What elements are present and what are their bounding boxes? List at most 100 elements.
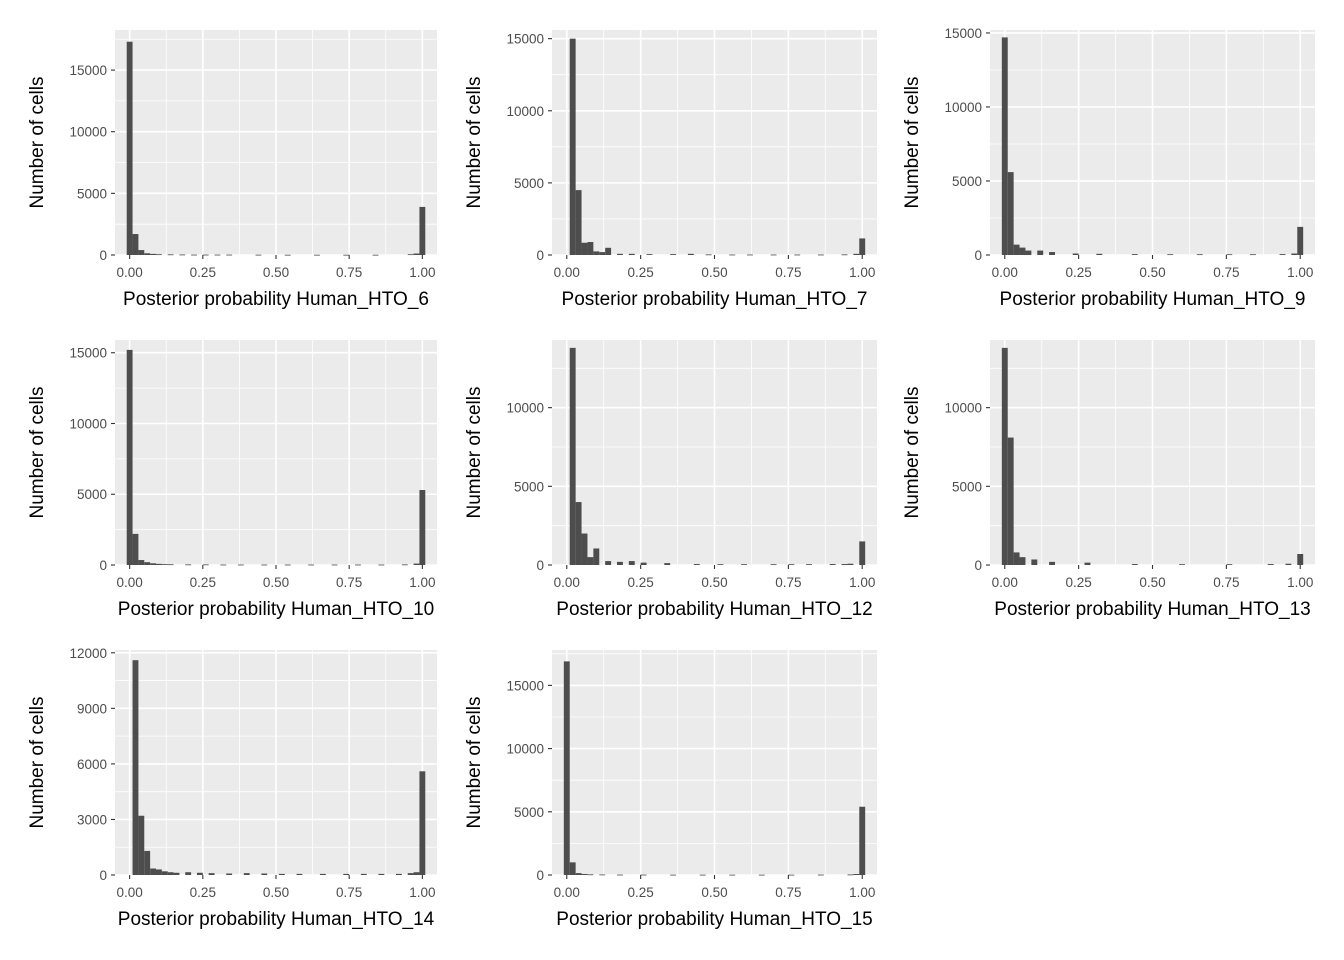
x-tick-label: 0.75 (775, 885, 801, 900)
histogram-bar (859, 238, 866, 255)
histogram-bar (770, 254, 777, 256)
histogram-bar (581, 242, 588, 255)
histogram-bar (617, 253, 623, 255)
histogram-bar (569, 347, 576, 565)
histogram-bar (360, 873, 367, 875)
x-tick-label: 0.50 (263, 885, 289, 900)
histogram-bar (687, 253, 694, 255)
histogram-bar (628, 253, 635, 255)
x-tick-label: 0.75 (336, 885, 362, 900)
histogram-bar (741, 564, 747, 566)
histogram-bar (126, 41, 133, 256)
histogram-bar (237, 564, 244, 566)
histogram-bar (419, 490, 426, 565)
histogram-bar (1096, 253, 1103, 255)
histogram-bar (664, 563, 671, 565)
histogram-bar (581, 873, 588, 875)
histogram-bar (829, 564, 836, 565)
x-tick-label: 0.00 (116, 265, 142, 280)
y-tick-label: 0 (536, 868, 544, 883)
x-tick-label: 0.00 (992, 265, 1018, 280)
histogram-bar (1131, 254, 1138, 255)
y-axis-title: Number of cells (464, 697, 485, 829)
histogram-bar (1031, 559, 1038, 565)
histogram-bar (605, 247, 612, 255)
histogram-bar (1084, 562, 1091, 565)
histogram-bar (1025, 250, 1032, 255)
histogram-bar (284, 254, 291, 256)
x-tick-label: 0.00 (554, 265, 580, 280)
histogram-bar (1019, 247, 1026, 255)
histogram-bar (331, 564, 338, 566)
histogram-bar (308, 564, 315, 566)
y-tick-label: 15000 (69, 63, 107, 78)
y-tick-label: 0 (99, 868, 107, 883)
histogram-bar (646, 254, 653, 255)
histogram-bar (729, 254, 736, 256)
histogram-bar (1013, 244, 1020, 255)
histogram-bar (1297, 226, 1304, 255)
histogram-bar (806, 564, 812, 566)
histogram-bar (155, 869, 162, 875)
x-tick-label: 0.75 (1213, 265, 1239, 280)
y-tick-label: 0 (536, 248, 544, 263)
histogram-bar (1279, 254, 1286, 255)
histogram-bar (569, 38, 576, 256)
y-tick-label: 5000 (514, 479, 544, 494)
histogram-bar (841, 564, 848, 565)
histogram-bar (1131, 564, 1138, 565)
histogram-bar (853, 873, 860, 875)
histogram-bar (132, 234, 139, 255)
histogram-bar (587, 874, 594, 876)
histogram-bar (413, 253, 420, 255)
histogram-bar (343, 873, 350, 875)
x-tick-label: 1.00 (1287, 575, 1313, 590)
histogram-bar (214, 254, 221, 256)
histogram-panel: 0.00 0.25 0.50 0.75 1.00 0 5000 10000 15000 Poste… (464, 30, 877, 310)
x-axis-title: Posterior probability Human_HTO_6 (123, 289, 429, 310)
histogram-bar (847, 563, 854, 565)
y-axis-title: Number of cells (902, 77, 923, 209)
x-tick-label: 0.50 (701, 885, 727, 900)
x-tick-label: 1.00 (849, 885, 875, 900)
histogram-bar (1250, 254, 1256, 256)
y-tick-label: 10000 (944, 100, 982, 115)
histogram-bar (605, 561, 612, 565)
y-tick-label: 15000 (506, 678, 544, 693)
histogram-bar (1267, 564, 1274, 565)
histogram-bar (319, 873, 326, 875)
histogram-bar (569, 862, 576, 875)
x-tick-label: 1.00 (409, 885, 435, 900)
y-axis-title: Number of cells (902, 387, 923, 519)
y-tick-label: 5000 (77, 186, 107, 201)
x-axis-title: Posterior probability Human_HTO_7 (562, 289, 868, 310)
histogram-panel: 0.00 0.25 0.50 0.75 1.00 0 5000 10000 15000 Poste… (902, 26, 1315, 310)
x-axis-title: Posterior probability Human_HTO_12 (556, 599, 872, 620)
x-tick-label: 0.50 (1139, 575, 1165, 590)
y-tick-label: 0 (974, 558, 982, 573)
y-tick-label: 5000 (952, 174, 982, 189)
histogram-bar (155, 563, 162, 565)
histogram-bar (138, 815, 145, 875)
x-tick-label: 0.25 (1065, 575, 1091, 590)
x-tick-label: 0.75 (775, 265, 801, 280)
histogram-bar (1013, 552, 1020, 565)
histogram-bar (173, 872, 180, 875)
histogram-bar (396, 873, 402, 875)
y-axis-title: Number of cells (27, 77, 48, 209)
histogram-bar (314, 254, 320, 256)
x-tick-label: 1.00 (849, 575, 875, 590)
histogram-bar (1179, 564, 1185, 566)
y-axis-title: Number of cells (27, 387, 48, 519)
histogram-bar (191, 254, 197, 256)
x-tick-label: 0.00 (992, 575, 1018, 590)
histogram-bar (407, 873, 414, 875)
histogram-bar (563, 661, 570, 875)
histogram-bar (167, 872, 174, 875)
histogram-bar (770, 564, 777, 566)
y-tick-label: 0 (99, 558, 107, 573)
histogram-bar (261, 564, 268, 566)
y-tick-label: 10000 (69, 125, 107, 140)
histogram-bar (1167, 254, 1174, 256)
histogram-bar (575, 502, 582, 565)
